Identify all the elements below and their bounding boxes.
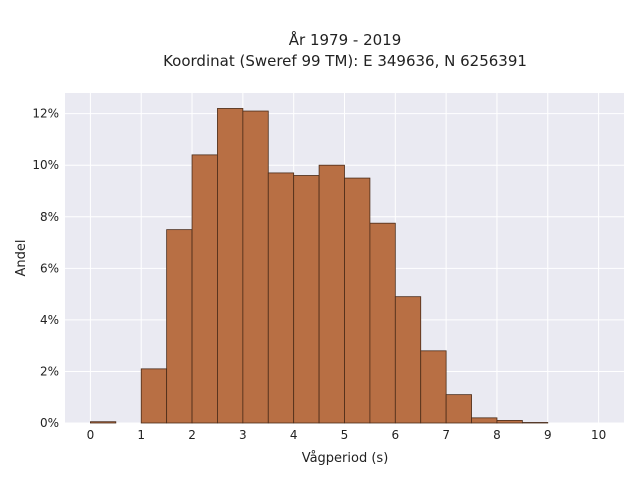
y-tick-label: 6%: [40, 261, 59, 275]
x-tick-label: 1: [137, 428, 145, 442]
x-tick-label: 7: [442, 428, 450, 442]
histogram-bar: [496, 420, 523, 424]
x-tick-label: 2: [188, 428, 196, 442]
y-tick-label: 0%: [40, 416, 59, 430]
y-axis-ticks: 0% 2% 4% 6% 8% 10% 12%: [32, 107, 59, 430]
histogram-bar: [242, 110, 269, 424]
y-tick-label: 10%: [32, 158, 59, 172]
histogram-bar: [471, 417, 498, 424]
histogram-bar: [267, 172, 295, 424]
histogram-bar: [369, 222, 396, 424]
y-tick-label: 4%: [40, 313, 59, 327]
bars: [90, 108, 549, 424]
x-tick-label: 10: [591, 428, 606, 442]
histogram-bar: [394, 296, 422, 424]
x-tick-label: 3: [239, 428, 247, 442]
x-tick-label: 5: [341, 428, 349, 442]
x-axis-ticks: 0 1 2 3 4 5 6 7 8 9 10: [87, 428, 607, 442]
histogram-bar: [140, 368, 168, 424]
y-tick-label: 12%: [32, 107, 59, 121]
x-tick-label: 9: [544, 428, 552, 442]
histogram-bar: [293, 175, 320, 424]
y-tick-label: 2%: [40, 364, 59, 378]
x-tick-label: 4: [290, 428, 298, 442]
histogram-bar: [445, 394, 472, 424]
histogram-bar: [217, 108, 244, 424]
y-tick-label: 8%: [40, 210, 59, 224]
histogram-bar: [521, 422, 549, 424]
chart-subtitle: Koordinat (Sweref 99 TM): E 349636, N 62…: [163, 52, 527, 70]
x-tick-label: 8: [493, 428, 501, 442]
y-axis-label: Andel: [14, 240, 29, 277]
histogram-bar: [191, 154, 218, 424]
x-tick-label: 0: [87, 428, 95, 442]
x-axis-label: Vågperiod (s): [302, 451, 389, 466]
x-tick-label: 6: [391, 428, 399, 442]
histogram-bar: [420, 350, 447, 424]
histogram-bar: [344, 177, 371, 424]
histogram-bar: [166, 229, 193, 424]
chart-title: År 1979 - 2019: [289, 30, 402, 49]
histogram-bar: [318, 164, 345, 424]
histogram-bar: [90, 421, 117, 424]
